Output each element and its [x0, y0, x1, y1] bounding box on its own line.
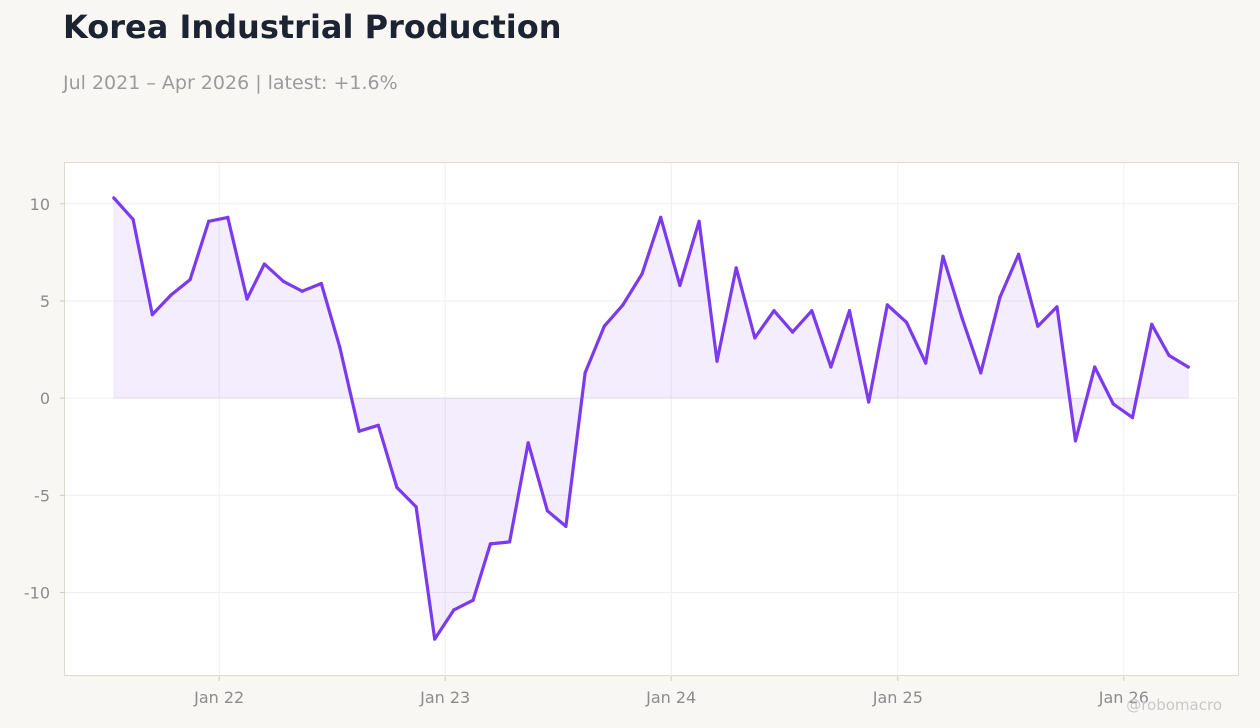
- data-point: [979, 371, 983, 375]
- data-point: [659, 215, 663, 219]
- data-point: [488, 542, 492, 546]
- data-point: [998, 295, 1002, 299]
- data-point: [885, 303, 889, 307]
- data-point: [262, 262, 266, 266]
- data-point: [924, 361, 928, 365]
- y-tick-label: 5: [40, 292, 50, 311]
- data-point: [1055, 305, 1059, 309]
- data-point: [1017, 252, 1021, 256]
- chart-subtitle: Jul 2021 – Apr 2026 | latest: +1.6%: [63, 72, 398, 94]
- data-point: [245, 297, 249, 301]
- data-point: [1073, 439, 1078, 443]
- y-tick-label: -10: [24, 583, 50, 602]
- data-point: [169, 293, 173, 297]
- x-axis: Jan 22 Jan 23 Jan 24 Jan 25 Jan 26: [193, 676, 1149, 707]
- data-point: [414, 505, 418, 509]
- data-point: [112, 196, 116, 200]
- data-point: [715, 359, 719, 363]
- data-point: [847, 309, 852, 313]
- data-point: [697, 219, 701, 223]
- data-point: [810, 309, 814, 313]
- data-point: [526, 441, 530, 445]
- data-point: [583, 371, 587, 375]
- grid-lines: [65, 163, 1239, 676]
- data-point: [1167, 353, 1171, 357]
- x-tick-label: Jan 24: [645, 688, 696, 707]
- x-tick-label: Jan 26: [1098, 688, 1149, 707]
- data-point: [1186, 365, 1190, 369]
- data-point: [452, 608, 456, 612]
- data-point: [941, 254, 945, 258]
- y-tick-label: -5: [34, 486, 50, 505]
- x-tick-label: Jan 23: [419, 688, 470, 707]
- data-point: [376, 423, 380, 427]
- data-point: [1093, 365, 1097, 369]
- data-point: [904, 320, 909, 324]
- data-point: [678, 283, 682, 287]
- data-point: [791, 330, 795, 334]
- data-point: [433, 637, 437, 641]
- data-points: [112, 196, 1190, 641]
- data-point: [1130, 416, 1135, 420]
- data-point: [734, 266, 738, 270]
- watermark: @robomacro: [1126, 696, 1222, 714]
- data-point: [564, 524, 568, 529]
- plot-area: [64, 162, 1239, 676]
- data-point: [338, 346, 342, 350]
- data-point: [131, 217, 135, 221]
- data-point: [282, 279, 286, 284]
- data-point: [508, 540, 512, 544]
- data-point: [226, 215, 230, 219]
- data-point: [753, 336, 757, 340]
- data-point: [867, 400, 871, 404]
- data-point: [1150, 322, 1154, 326]
- data-point: [640, 272, 644, 276]
- data-point: [471, 598, 475, 602]
- chart-title: Korea Industrial Production: [63, 8, 562, 46]
- data-point: [829, 365, 833, 369]
- data-point: [319, 281, 323, 286]
- data-point: [960, 316, 964, 321]
- data-point: [300, 289, 304, 293]
- data-line: [112, 196, 1190, 641]
- data-point: [772, 309, 776, 313]
- y-tick-label: 0: [40, 389, 50, 408]
- data-point: [621, 303, 625, 307]
- data-point: [602, 324, 606, 328]
- data-point: [357, 429, 361, 433]
- x-tick-label: Jan 25: [872, 688, 923, 707]
- x-tick-label: Jan 22: [193, 688, 244, 707]
- data-point: [395, 485, 399, 490]
- y-tick-label: 10: [30, 195, 50, 214]
- data-point: [188, 278, 192, 282]
- data-point: [1036, 324, 1040, 328]
- data-point: [1111, 402, 1115, 406]
- data-point: [545, 509, 550, 513]
- y-axis: 10 5 0 -5 -10: [24, 195, 65, 602]
- data-point: [150, 313, 154, 317]
- data-point: [207, 219, 211, 223]
